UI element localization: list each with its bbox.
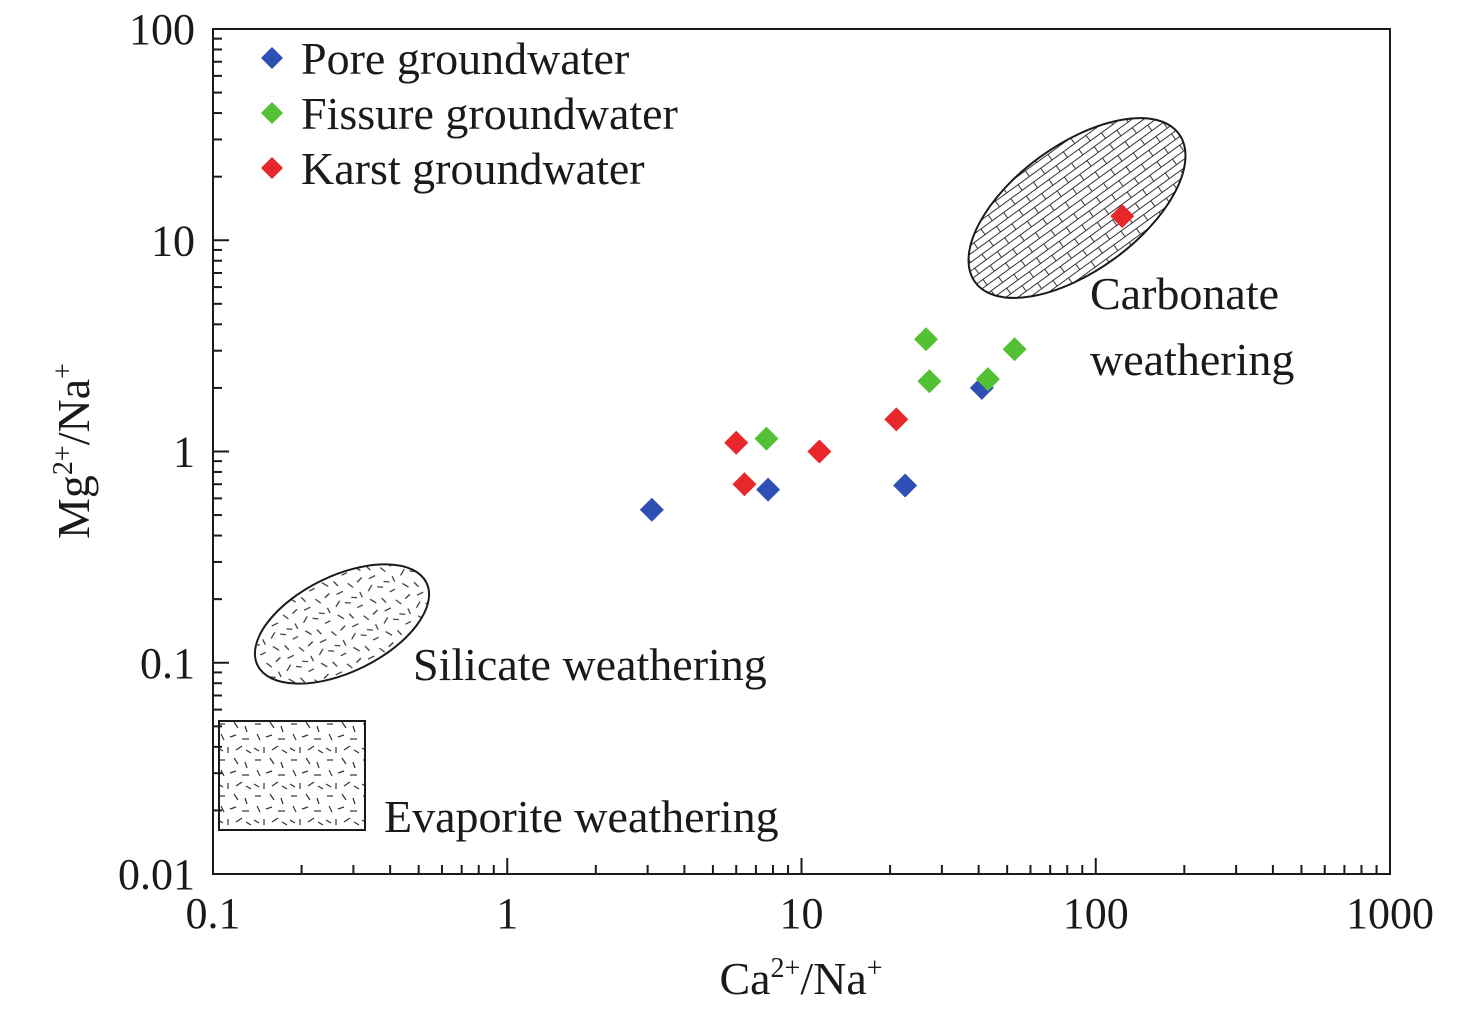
fissure-groundwater-point [914, 327, 939, 352]
x-axis-title: Ca2+/Na+ [719, 953, 882, 1004]
x-tick-label: 0.1 [186, 889, 241, 938]
fissure-groundwater-point [1002, 337, 1027, 362]
karst-groundwater-point [807, 439, 832, 464]
x-tick-label: 100 [1063, 889, 1129, 938]
fissure-groundwater-point [917, 369, 942, 394]
y-tick-label: 100 [129, 5, 195, 54]
carbonate-weathering-region [967, 117, 1187, 299]
y-tick-label: 0.01 [118, 850, 195, 899]
carbonate-label: Carbonate weathering [1090, 268, 1294, 385]
fissure-groundwater-point [754, 426, 779, 451]
x-tick-label: 10 [780, 889, 824, 938]
x-tick-label: 1 [496, 889, 518, 938]
x-axis: 0.1 1 10 100 1000 [186, 858, 1434, 938]
fissure-groundwater-point [975, 367, 1000, 392]
karst-groundwater-point [884, 407, 909, 432]
data-points [639, 204, 1135, 522]
y-tick-label: 10 [151, 216, 195, 265]
legend-label: Fissure groundwater [301, 88, 678, 139]
silicate-label: Silicate weathering [413, 639, 767, 690]
y-tick-label: 0.1 [140, 639, 195, 688]
evaporite-weathering-region [218, 720, 366, 831]
karst-groundwater-point [732, 472, 757, 497]
carbonate-label-line-2: weathering [1090, 334, 1294, 385]
legend-marker [261, 47, 283, 69]
pore-groundwater-point [893, 473, 918, 498]
evaporite-label: Evaporite weathering [384, 791, 779, 842]
pore-groundwater-point [639, 497, 664, 522]
legend-label: Pore groundwater [301, 33, 629, 84]
y-axis-title: Mg2+/Na+ [48, 363, 99, 539]
legend-marker [261, 102, 283, 124]
karst-groundwater-point [1110, 204, 1135, 229]
carbonate-label-line-1: Carbonate [1090, 268, 1279, 319]
legend-marker [261, 157, 283, 179]
karst-groundwater-point [724, 430, 749, 455]
pore-groundwater-point [756, 477, 781, 502]
legend-label: Karst groundwater [301, 143, 645, 194]
y-tick-label: 1 [173, 428, 195, 477]
silicate-weathering-region [253, 563, 431, 685]
x-tick-label: 1000 [1346, 889, 1434, 938]
y-axis: 0.01 0.1 1 10 100 [118, 5, 229, 899]
